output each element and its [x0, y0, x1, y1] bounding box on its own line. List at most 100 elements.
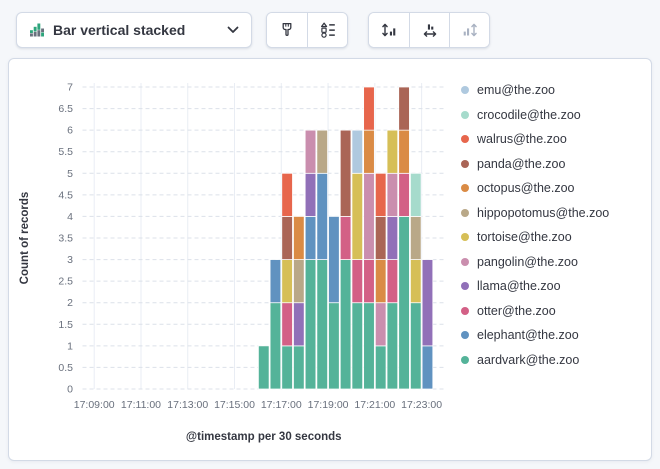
- bottom-axis-button[interactable]: [409, 13, 449, 47]
- bar-segment[interactable]: [374, 345, 387, 390]
- bar-segment[interactable]: [281, 302, 293, 347]
- legend-label: panda@the.zoo: [477, 156, 566, 171]
- bar-segment[interactable]: [386, 172, 399, 217]
- legend-item[interactable]: crocodile@the.zoo: [461, 103, 649, 128]
- bar-segment[interactable]: [293, 302, 305, 347]
- legend-item[interactable]: otter@the.zoo: [461, 299, 649, 324]
- legend-item[interactable]: octopus@the.zoo: [461, 176, 649, 201]
- bar-segment[interactable]: [281, 172, 293, 217]
- legend-item[interactable]: elephant@the.zoo: [461, 323, 649, 348]
- chart-type-dropdown[interactable]: Bar vertical stacked: [16, 12, 252, 48]
- legend-label: pangolin@the.zoo: [477, 254, 578, 269]
- bar-segment[interactable]: [410, 259, 422, 304]
- chart-type-label: Bar vertical stacked: [53, 22, 186, 38]
- y-tick-label: 2.5: [58, 276, 73, 288]
- legend-item[interactable]: hippopotomus@the.zoo: [461, 201, 649, 226]
- bar-segment[interactable]: [328, 216, 340, 304]
- x-tick-label: 17:17:00: [261, 399, 302, 411]
- bar-segment[interactable]: [304, 129, 317, 174]
- y-tick-label: 0.5: [58, 362, 73, 374]
- bar-segment[interactable]: [410, 302, 422, 390]
- legend-item[interactable]: emu@the.zoo: [461, 78, 649, 103]
- chart-panel: 0 0.5 1 1.5 2 2.5 3 3.5 4 4.5 5 5.5 6 6.5 7 17:09:00 17:…: [8, 58, 652, 461]
- brush-button[interactable]: [267, 13, 307, 47]
- bar-segment[interactable]: [316, 172, 328, 260]
- bar-segment[interactable]: [339, 259, 352, 390]
- bar-segment[interactable]: [363, 259, 375, 304]
- bar-segment[interactable]: [293, 216, 305, 260]
- legend-settings-button[interactable]: [307, 13, 347, 47]
- left-axis-button[interactable]: [369, 13, 409, 47]
- bar-segment[interactable]: [339, 129, 352, 217]
- bar-segment[interactable]: [258, 345, 270, 390]
- legend-color-dot: [461, 282, 469, 291]
- bar-segment[interactable]: [304, 259, 317, 390]
- bar-segment[interactable]: [363, 86, 375, 131]
- bar-segment[interactable]: [316, 129, 328, 174]
- bar-segment[interactable]: [386, 129, 399, 174]
- bar-segment[interactable]: [421, 259, 434, 347]
- bar-segment[interactable]: [293, 345, 305, 390]
- legend-label: emu@the.zoo: [477, 83, 556, 98]
- bar-segment[interactable]: [316, 259, 328, 390]
- legend-label: octopus@the.zoo: [477, 181, 575, 196]
- bar-segment[interactable]: [351, 259, 364, 304]
- bar-segment[interactable]: [374, 172, 387, 217]
- bar-segment[interactable]: [351, 172, 364, 260]
- left-axis-icon: [382, 23, 396, 37]
- legend-color-dot: [461, 257, 469, 266]
- bar-segment[interactable]: [363, 172, 375, 260]
- bar-segment[interactable]: [421, 345, 434, 390]
- bar-segment[interactable]: [269, 302, 282, 390]
- bar-segment[interactable]: [304, 216, 317, 260]
- bar-segment[interactable]: [398, 86, 410, 131]
- y-axis-title: Count of records: [19, 192, 31, 285]
- bar-vertical-stacked-icon: [30, 23, 44, 37]
- bar-segment[interactable]: [281, 216, 293, 260]
- bar-segment[interactable]: [410, 216, 422, 260]
- bar-segment[interactable]: [281, 345, 293, 390]
- bar-segment[interactable]: [386, 259, 399, 304]
- bar-segment[interactable]: [363, 129, 375, 174]
- x-tick-label: 17:21:00: [354, 399, 395, 411]
- bar-segment[interactable]: [293, 259, 305, 304]
- legend-item[interactable]: llama@the.zoo: [461, 274, 649, 299]
- y-tick-label: 3.5: [58, 233, 73, 245]
- legend-item[interactable]: panda@the.zoo: [461, 152, 649, 177]
- legend-label: tortoise@the.zoo: [477, 230, 572, 245]
- bar-segment[interactable]: [363, 302, 375, 390]
- bar-segment[interactable]: [374, 302, 387, 347]
- bar-segment[interactable]: [386, 216, 399, 260]
- legend-item[interactable]: walrus@the.zoo: [461, 127, 649, 152]
- legend-item[interactable]: tortoise@the.zoo: [461, 225, 649, 250]
- brush-icon: [282, 22, 292, 37]
- bar-segment[interactable]: [304, 172, 317, 217]
- legend-color-dot: [461, 159, 469, 168]
- bottom-axis-icon: [423, 24, 436, 37]
- bar-segment[interactable]: [374, 216, 387, 260]
- bar-segment[interactable]: [351, 129, 364, 174]
- bar-segment[interactable]: [328, 302, 340, 390]
- legend-label: crocodile@the.zoo: [477, 107, 581, 122]
- bar-segment[interactable]: [398, 129, 410, 174]
- legend-item[interactable]: pangolin@the.zoo: [461, 250, 649, 275]
- y-tick-label: 6.5: [58, 103, 73, 115]
- legend-item[interactable]: aardvark@the.zoo: [461, 348, 649, 373]
- y-tick-label: 3: [67, 254, 73, 266]
- bar-segment[interactable]: [398, 216, 410, 390]
- legend-label: llama@the.zoo: [477, 279, 561, 294]
- bar-segment[interactable]: [374, 259, 387, 304]
- bar-segment[interactable]: [339, 216, 352, 260]
- bar-segment[interactable]: [351, 302, 364, 390]
- bar-segment[interactable]: [269, 259, 282, 304]
- bar-segment[interactable]: [281, 259, 293, 304]
- bar-segment[interactable]: [386, 302, 399, 390]
- legend-color-dot: [461, 86, 469, 95]
- bar-segment[interactable]: [398, 172, 410, 217]
- bar-segment[interactable]: [410, 172, 422, 217]
- y-tick-label: 4: [67, 211, 73, 223]
- x-tick-label: 17:09:00: [74, 399, 115, 411]
- style-button-group: [266, 12, 348, 48]
- stacked-bar-chart: 0 0.5 1 1.5 2 2.5 3 3.5 4 4.5 5 5.5 6 6.5 7 17:09:00 17:…: [19, 82, 445, 443]
- right-axis-button[interactable]: [449, 13, 489, 47]
